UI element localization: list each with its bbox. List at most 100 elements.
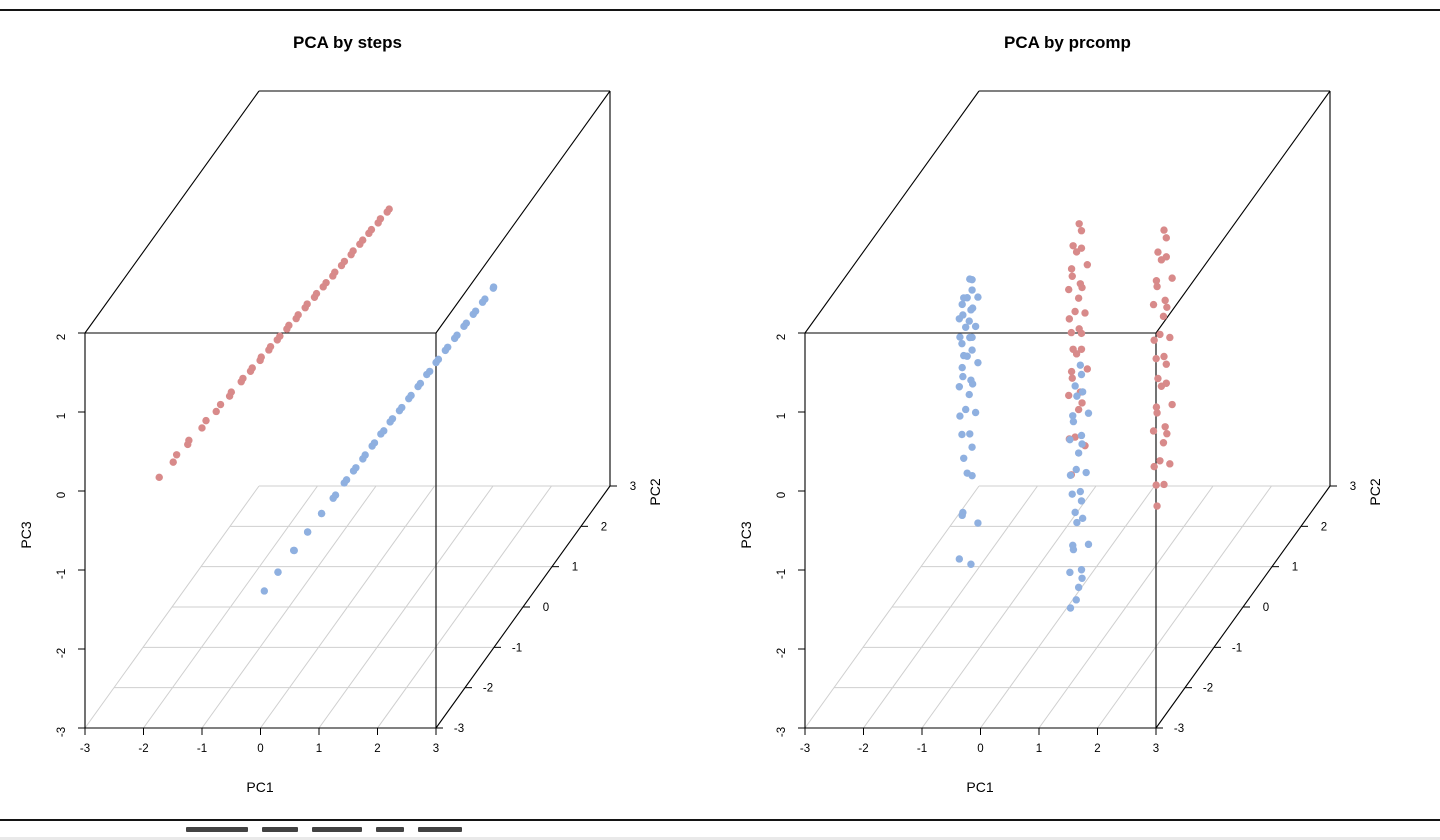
data-point [414,382,422,391]
tick-label: -2 [858,743,868,755]
tick-label: 3 [1153,743,1159,755]
data-point [1168,400,1176,409]
data-point [971,322,980,331]
data-point [1154,374,1162,383]
y-axis-title: PC2 [647,478,663,505]
data-point [1161,423,1169,431]
data-point [1084,409,1093,417]
data-point [1162,360,1170,368]
data-point [1153,282,1161,291]
tick-label: -2 [1203,683,1213,695]
tick-label: -3 [800,743,810,755]
data-point [212,407,220,416]
data-point [1071,382,1079,390]
tick-label: -1 [512,642,522,654]
data-point [1084,540,1093,549]
data-point [1152,403,1161,411]
chart-layer-left: -3 -2 -1 0 1 2 3 -3 -2 -1 0 1 2 -3 -2 -1 0 1 2 3 [56,90,636,755]
data-point [385,205,393,213]
data-point [257,353,265,361]
data-point [1066,435,1074,444]
data-point [185,436,193,445]
data-point [1065,315,1074,323]
tick-label: -3 [1174,723,1184,735]
data-point [1078,388,1087,396]
data-point [974,519,982,527]
data-point [966,430,974,438]
y-axis-title: PC2 [1367,478,1383,505]
scatter3d-canvas-left: -3 -2 -1 0 1 2 3 -3 -2 -1 0 1 2 -3 -2 -1 0 1 2 3 PC1 PC3 PC… [18,90,663,795]
data-point [303,528,312,536]
chart-line [804,90,980,334]
data-point [968,275,976,284]
chart-line [201,485,377,729]
data-point [1166,333,1174,342]
data-point [172,451,181,459]
data-point [376,215,385,223]
data-point [478,298,487,306]
tick-label: 1 [1036,743,1042,755]
data-point [169,458,177,466]
data-point [1066,604,1075,612]
artifact-mark [262,827,298,832]
data-point [155,473,163,482]
data-point [1078,514,1087,523]
data-point [958,363,966,372]
data-point [1071,508,1079,517]
data-point [340,479,348,487]
data-point [1067,265,1076,273]
x-axis-title: PC1 [246,779,273,795]
data-point [1162,379,1171,387]
data-point [1083,365,1092,373]
tick-label: 1 [776,413,788,419]
data-point [967,560,975,568]
data-point [955,383,964,391]
artifact-mark [312,827,362,832]
tick-label: 3 [630,481,636,493]
tick-label: -2 [776,648,788,658]
data-point [1163,303,1171,312]
chart-line [435,90,611,334]
data-point [274,568,282,576]
tick-label: 0 [543,602,549,614]
plot-title-right: PCA by prcomp [1004,33,1131,52]
plot-pca-by-steps: PCA by steps -3 -2 -1 0 1 2 3 -3 -2 -1 0 1 2 -3 -2 -1 0 1… [18,33,663,795]
data-point [1153,502,1161,510]
data-point [1150,462,1158,471]
data-point [289,546,298,555]
data-point [368,442,376,450]
tick-label: 1 [1292,562,1298,574]
data-point [260,587,269,595]
data-point [1071,307,1079,316]
data-point [1072,350,1081,358]
data-point [239,374,247,383]
data-point [367,225,376,234]
data-point [1073,392,1081,400]
data-point [1065,391,1073,400]
tick-label: -2 [138,743,148,755]
data-point [359,455,367,463]
data-point [956,412,964,420]
data-point [1083,260,1092,269]
data-point [1160,480,1168,489]
data-point [276,332,284,340]
tick-label: -2 [483,683,493,695]
data-point [322,279,330,287]
tick-label: 1 [572,562,578,574]
tick-label: 0 [257,743,263,755]
data-point [405,394,413,403]
data-point [1078,283,1086,292]
data-point [1073,518,1081,527]
data-point [460,322,468,331]
tick-label: 2 [776,334,788,340]
data-point [968,346,976,354]
data-point [1154,248,1162,256]
data-point [266,342,275,351]
data-point [317,509,326,518]
data-point [1077,329,1086,338]
data-point [1081,309,1089,317]
data-point [958,511,966,520]
data-point [1152,481,1160,489]
data-point [968,443,976,451]
